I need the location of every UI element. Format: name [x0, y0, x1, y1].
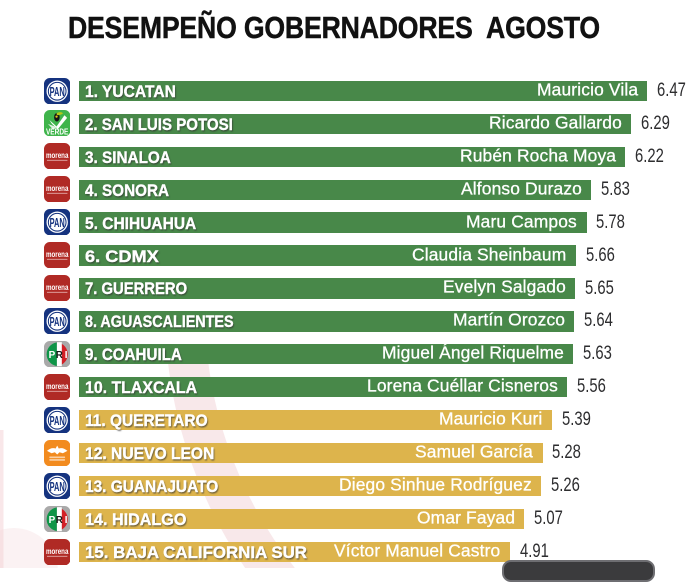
- svg-text:PAN: PAN: [50, 480, 65, 494]
- svg-text:R: R: [56, 350, 63, 361]
- svg-text:PAN: PAN: [50, 216, 65, 230]
- svg-text:morena: morena: [46, 184, 69, 193]
- svg-text:VERDE: VERDE: [46, 128, 68, 137]
- svg-text:P: P: [49, 515, 56, 526]
- svg-text:P: P: [49, 350, 56, 361]
- svg-text:morena: morena: [46, 382, 69, 391]
- svg-text:morena: morena: [46, 283, 69, 292]
- svg-text:morena: morena: [46, 152, 69, 161]
- svg-text:morena: morena: [46, 547, 69, 556]
- svg-text:R: R: [56, 515, 63, 526]
- svg-text:I: I: [65, 350, 68, 361]
- svg-text:PAN: PAN: [50, 84, 65, 98]
- svg-text:I: I: [65, 515, 68, 526]
- svg-text:PAN: PAN: [50, 414, 65, 428]
- svg-text:morena: morena: [46, 250, 69, 259]
- svg-text:PAN: PAN: [50, 315, 65, 329]
